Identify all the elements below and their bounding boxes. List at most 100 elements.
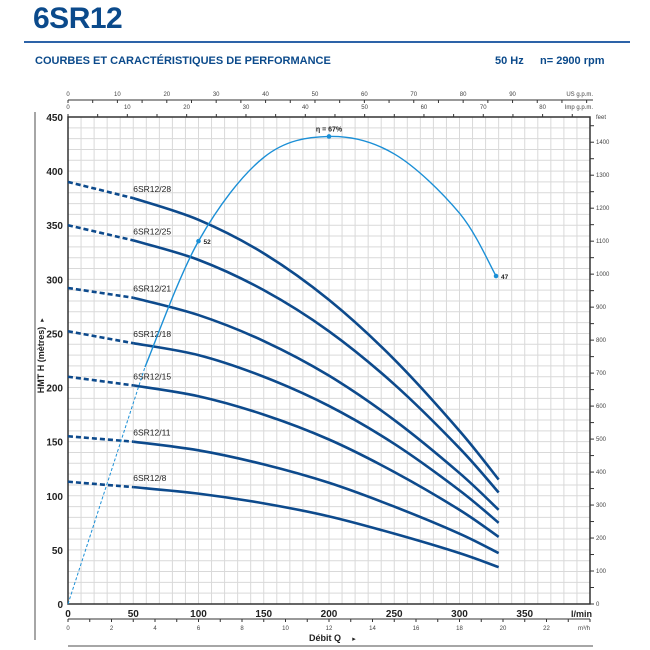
- imp-gpm-unit-label: Imp g.p.m.: [565, 105, 594, 111]
- m3h-tick-label: 4: [153, 626, 157, 632]
- pump-curve-dashed: [67, 375, 134, 387]
- feet-tick-label: 0: [596, 602, 600, 608]
- m3h-unit-label: m³/h: [578, 626, 590, 632]
- y-tick-label: 0: [57, 600, 63, 611]
- imp-gpm-tick-label: 40: [302, 105, 309, 111]
- curve-label: 6SR12/28: [133, 184, 171, 194]
- y-tick-label: 50: [52, 546, 64, 557]
- x-axis-title: Débit Q: [309, 633, 341, 643]
- m3h-tick-label: 14: [369, 626, 376, 632]
- x-tick-label: 300: [451, 609, 468, 620]
- us-gpm-unit-label: US g.p.m.: [566, 92, 593, 98]
- m3h-tick-label: 2: [110, 626, 114, 632]
- imp-gpm-tick-label: 70: [480, 105, 487, 111]
- y-axis-title: HMT H (mètres): [36, 327, 46, 394]
- page-title: 6SR12: [33, 2, 123, 35]
- x-unit-label: l/min: [571, 609, 592, 619]
- us-gpm-tick-label: 30: [213, 92, 220, 98]
- imp-gpm-tick-label: 10: [124, 105, 131, 111]
- feet-tick-label: 200: [596, 536, 607, 542]
- speed-label: n= 2900 rpm: [540, 55, 605, 67]
- y-tick-label: 200: [46, 384, 63, 395]
- plot-frame: [67, 116, 591, 605]
- pump-curve-dashed: [67, 480, 134, 489]
- x-tick-label: 250: [386, 609, 403, 620]
- us-gpm-tick-label: 20: [163, 92, 170, 98]
- x-tick-label: 50: [128, 609, 140, 620]
- feet-tick-label: 700: [596, 371, 607, 377]
- efficiency-curve: [144, 135, 497, 368]
- pump-curve-dashed: [67, 223, 134, 242]
- y-tick-label: 350: [46, 221, 63, 232]
- us-gpm-tick-label: 10: [114, 92, 121, 98]
- m3h-tick-label: 8: [240, 626, 244, 632]
- pump-curve: [133, 485, 500, 569]
- efficiency-point: [326, 134, 332, 139]
- pump-curve-dashed: [67, 180, 134, 200]
- m3h-tick-label: 0: [66, 626, 70, 632]
- us-gpm-tick-label: 60: [361, 92, 368, 98]
- pump-curve: [133, 384, 500, 538]
- x-axis-arrow-icon: ▸: [352, 636, 356, 643]
- x-tick-label: 150: [255, 609, 272, 620]
- pump-curve: [132, 296, 500, 511]
- y-axis-arrow-icon: ▸: [39, 318, 46, 322]
- y-tick-label: 300: [46, 275, 63, 286]
- us-gpm-tick-label: 70: [410, 92, 417, 98]
- curve-label: 6SR12/21: [133, 284, 171, 294]
- x-tick-label: 200: [321, 609, 338, 620]
- y-tick-label: 100: [46, 492, 63, 503]
- us-gpm-tick-label: 0: [66, 92, 70, 98]
- feet-tick-label: 300: [596, 503, 607, 509]
- efficiency-curve-dashed: [67, 366, 146, 605]
- us-gpm-tick-label: 40: [262, 92, 269, 98]
- y-tick-label: 250: [46, 329, 63, 340]
- pump-curve-dashed: [67, 434, 134, 443]
- m3h-tick-label: 20: [500, 626, 507, 632]
- efficiency-label: 52: [204, 239, 212, 246]
- efficiency-label: 47: [501, 274, 509, 281]
- efficiency-point: [493, 273, 499, 279]
- feet-tick-label: 500: [596, 437, 607, 443]
- us-gpm-tick-label: 50: [312, 92, 319, 98]
- feet-unit-label: feet: [596, 115, 606, 121]
- efficiency-point: [196, 238, 201, 244]
- imp-gpm-tick-label: 0: [66, 105, 70, 111]
- title-divider: [24, 41, 630, 43]
- m3h-tick-label: 6: [197, 626, 201, 632]
- imp-gpm-tick-label: 80: [539, 105, 546, 111]
- y-tick-label: 450: [46, 113, 63, 124]
- imp-gpm-tick-label: 20: [183, 105, 190, 111]
- imp-gpm-tick-label: 50: [361, 105, 368, 111]
- feet-tick-label: 800: [596, 338, 607, 344]
- chart-subtitle: COURBES ET CARACTÉRISTIQUES DE PERFORMAN…: [35, 55, 331, 67]
- feet-tick-label: 1100: [596, 239, 610, 245]
- x-tick-label: 100: [190, 609, 207, 620]
- frequency-label: 50 Hz: [495, 55, 524, 67]
- pump-curve: [132, 196, 500, 481]
- y-tick-label: 150: [46, 438, 63, 449]
- x-tick-label: 0: [65, 609, 71, 620]
- curve-label: 6SR12/8: [133, 473, 166, 483]
- imp-gpm-tick-label: 60: [421, 105, 428, 111]
- feet-tick-label: 1000: [596, 272, 610, 278]
- feet-tick-label: 900: [596, 305, 607, 311]
- curve-label: 6SR12/11: [133, 428, 170, 438]
- m3h-tick-label: 18: [456, 626, 463, 632]
- us-gpm-tick-label: 80: [460, 92, 467, 98]
- curve-label: 6SR12/18: [133, 329, 171, 339]
- curve-label: 6SR12/15: [133, 371, 171, 381]
- efficiency-label: η = 67%: [316, 126, 343, 133]
- m3h-tick-label: 16: [413, 626, 420, 632]
- m3h-tick-label: 12: [326, 626, 333, 632]
- m3h-tick-label: 22: [543, 626, 550, 632]
- pump-curve: [133, 341, 500, 524]
- us-gpm-tick-label: 90: [509, 92, 516, 98]
- imp-gpm-tick-label: 30: [243, 105, 250, 111]
- pump-curve-dashed: [67, 330, 134, 345]
- x-tick-label: 350: [516, 609, 533, 620]
- pump-curve: [133, 440, 500, 555]
- feet-tick-label: 600: [596, 404, 607, 410]
- m3h-tick-label: 10: [282, 626, 289, 632]
